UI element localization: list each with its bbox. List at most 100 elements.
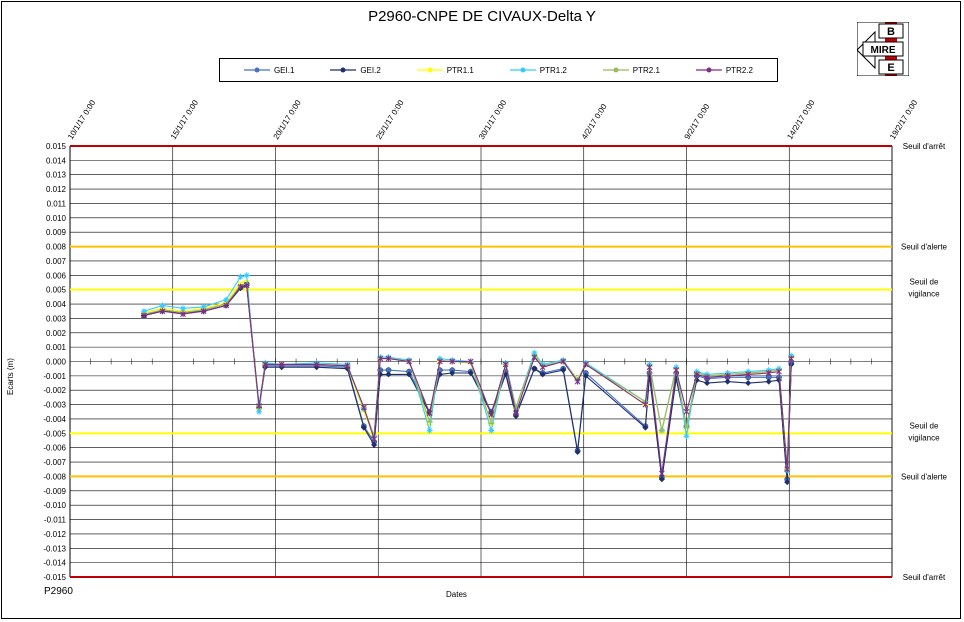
legend-label: GEI.2 xyxy=(360,65,381,75)
logo-letter: E xyxy=(887,62,894,74)
y-tick-label: 0.010 xyxy=(46,214,67,223)
data-point xyxy=(256,403,262,410)
y-tick-label: 0.014 xyxy=(46,156,67,165)
data-point xyxy=(371,436,377,443)
data-point xyxy=(582,372,589,379)
data-point xyxy=(765,378,772,385)
y-tick-label: -0.001 xyxy=(43,372,66,381)
data-point xyxy=(278,361,285,368)
data-point xyxy=(658,470,665,477)
data-point xyxy=(513,410,519,417)
legend: GEI.1 GEI.2 PTR1.1 PTR1.2 PTR2.1 PTR2.2 xyxy=(219,58,778,82)
y-tick-label: -0.011 xyxy=(44,516,67,525)
data-point xyxy=(658,476,665,483)
y-tick-label: 0.011 xyxy=(47,199,67,208)
legend-swatch xyxy=(602,67,629,73)
data-point xyxy=(488,411,495,418)
data-point xyxy=(574,449,581,456)
y-tick-label: 0.004 xyxy=(46,300,67,309)
data-point xyxy=(560,358,567,365)
y-tick-label: 0.003 xyxy=(46,314,67,323)
data-point xyxy=(243,282,250,289)
y-tick-label: 0.009 xyxy=(46,228,67,237)
data-point xyxy=(141,312,147,319)
data-point xyxy=(531,349,538,356)
threshold-label: Seuil de xyxy=(910,421,939,430)
threshold-label: Seuil d'arrêt xyxy=(903,573,946,582)
threshold-label: vigilance xyxy=(908,290,940,299)
data-point xyxy=(449,369,456,376)
y-tick-label: -0.007 xyxy=(43,458,66,467)
legend-item: PTR2.1 xyxy=(602,65,660,75)
data-point xyxy=(426,410,433,417)
y-tick-label: 0.007 xyxy=(46,257,67,266)
y-tick-label: 0.008 xyxy=(46,243,67,252)
data-point xyxy=(256,408,263,415)
data-point xyxy=(724,372,731,379)
y-tick-label: -0.014 xyxy=(43,559,66,568)
data-point xyxy=(642,424,649,431)
y-axis-title: Ecarts (m) xyxy=(6,358,15,395)
x-tick-label: 10/1/17 0:00 xyxy=(66,98,97,141)
data-point xyxy=(406,358,412,365)
y-tick-label: -0.002 xyxy=(43,386,66,395)
data-point xyxy=(159,302,166,309)
data-point xyxy=(784,479,791,486)
data-point xyxy=(704,374,710,381)
threshold-label: Seuil d'alerte xyxy=(901,472,948,481)
data-point xyxy=(467,358,474,365)
x-tick-label: 19/2/17 0:00 xyxy=(888,98,919,141)
legend-item: GEI.1 xyxy=(243,65,295,75)
legend-item: PTR2.2 xyxy=(695,66,753,75)
data-point xyxy=(262,361,269,368)
data-point xyxy=(488,427,495,434)
x-tick-label: 14/2/17 0:00 xyxy=(785,98,816,141)
y-tick-label: -0.010 xyxy=(43,501,66,510)
y-tick-label: -0.003 xyxy=(43,401,66,410)
data-point xyxy=(502,361,509,368)
chart-title: P2960-CNPE DE CIVAUX-Delta Y xyxy=(368,8,596,25)
data-point xyxy=(724,378,731,385)
data-point xyxy=(180,311,186,318)
y-tick-label: 0.015 xyxy=(46,142,67,151)
legend-swatch xyxy=(243,67,270,73)
data-point xyxy=(539,371,546,378)
data-point xyxy=(223,302,230,309)
y-tick-label: 0.002 xyxy=(46,329,67,338)
data-point xyxy=(788,355,795,362)
data-point xyxy=(200,303,207,310)
legend-label: PTR1.2 xyxy=(539,65,567,75)
source-label: P2960 xyxy=(44,586,73,597)
y-tick-label: -0.013 xyxy=(43,544,66,553)
y-tick-label: -0.004 xyxy=(43,415,66,424)
data-point xyxy=(180,305,187,312)
data-point xyxy=(237,273,244,280)
logo-letter: B xyxy=(887,26,895,38)
data-point xyxy=(745,371,752,378)
data-point xyxy=(673,367,680,374)
y-tick-label: 0.006 xyxy=(46,271,67,280)
x-tick-label: 25/1/17 0:00 xyxy=(374,98,405,141)
legend-label: PTR2.1 xyxy=(632,65,660,75)
data-point xyxy=(531,365,538,372)
legend-label: GEI.1 xyxy=(273,65,295,75)
data-point xyxy=(776,368,782,375)
data-point xyxy=(646,364,653,371)
data-point xyxy=(426,427,433,434)
data-point xyxy=(344,362,351,369)
x-tick-label: 20/1/17 0:00 xyxy=(272,98,303,141)
y-tick-label: -0.009 xyxy=(43,487,66,496)
data-point xyxy=(467,369,474,376)
data-point xyxy=(437,358,443,365)
x-tick-label: 15/1/17 0:00 xyxy=(169,98,200,141)
data-point xyxy=(360,424,367,431)
y-tick-label: -0.008 xyxy=(43,472,66,481)
legend-item: PTR1.1 xyxy=(416,66,474,75)
data-point xyxy=(371,441,378,448)
data-point xyxy=(582,361,589,368)
data-point xyxy=(574,378,581,385)
data-point xyxy=(765,369,772,376)
data-point xyxy=(313,361,320,368)
threshold-label: Seuil de xyxy=(910,278,939,287)
series-line xyxy=(143,284,792,474)
